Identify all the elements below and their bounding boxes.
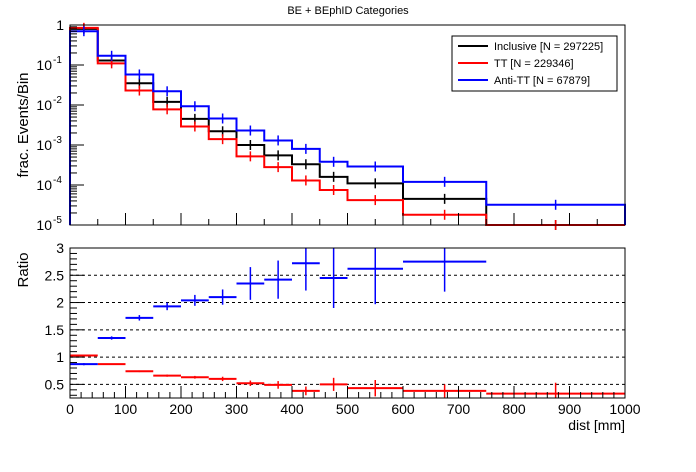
top-tick-exponent: -3 — [53, 135, 62, 146]
legend-label-2: Anti-TT [N = 67879] — [494, 75, 590, 87]
legend-label-1: TT [N = 229346] — [494, 58, 574, 70]
ratio-tick-label: 0.5 — [45, 376, 65, 392]
top-tick-label: 10 — [36, 57, 52, 73]
top-tick-exponent: -4 — [53, 175, 62, 186]
legend: Inclusive [N = 297225] TT [N = 229346] Ant… — [451, 35, 618, 92]
ratio-tick-label: 1 — [56, 349, 64, 365]
x-tick-label: 700 — [447, 401, 471, 417]
top-tick-exponent: -5 — [53, 215, 62, 226]
bottom-panel: 0.5 1 1.5 2 2.5 3 Ratio 0 100 200 300 400 500 600 70… — [15, 240, 641, 433]
top-tick-exponent: -2 — [53, 95, 62, 106]
top-tick-exponent: -1 — [53, 55, 62, 66]
x-axis-label: dist [mm] — [568, 417, 625, 433]
x-tick-label: 0 — [66, 401, 74, 417]
top-tick-label: 1 — [56, 17, 64, 33]
chart-title: BE + BEphID Categories — [287, 5, 409, 17]
x-tick-label: 100 — [114, 401, 138, 417]
top-tick-label: 10 — [36, 177, 52, 193]
x-tick-label: 900 — [558, 401, 582, 417]
x-tick-label: 500 — [336, 401, 360, 417]
top-tick-label: 10 — [36, 97, 52, 113]
x-tick-label: 1000 — [609, 401, 640, 417]
top-y-axis-label: frac. Events/Bin — [15, 72, 32, 177]
ratio-tick-label: 3 — [56, 240, 64, 256]
top-tick-label: 10 — [36, 137, 52, 153]
ratio-tick-label: 2 — [56, 295, 64, 311]
x-tick-label: 200 — [169, 401, 193, 417]
bottom-y-axis-label: Ratio — [15, 252, 32, 287]
top-tick-label: 10 — [36, 217, 52, 233]
x-tick-label: 400 — [280, 401, 304, 417]
x-tick-label: 300 — [225, 401, 249, 417]
ratio-tick-label: 2.5 — [45, 267, 65, 283]
x-tick-label: 600 — [391, 401, 415, 417]
ratio-tick-label: 1.5 — [45, 322, 65, 338]
top-panel: 110-110-210-310-410-5 frac. Events/Bin — [15, 17, 626, 233]
x-tick-label: 800 — [502, 401, 526, 417]
legend-label-0: Inclusive [N = 297225] — [494, 41, 603, 53]
